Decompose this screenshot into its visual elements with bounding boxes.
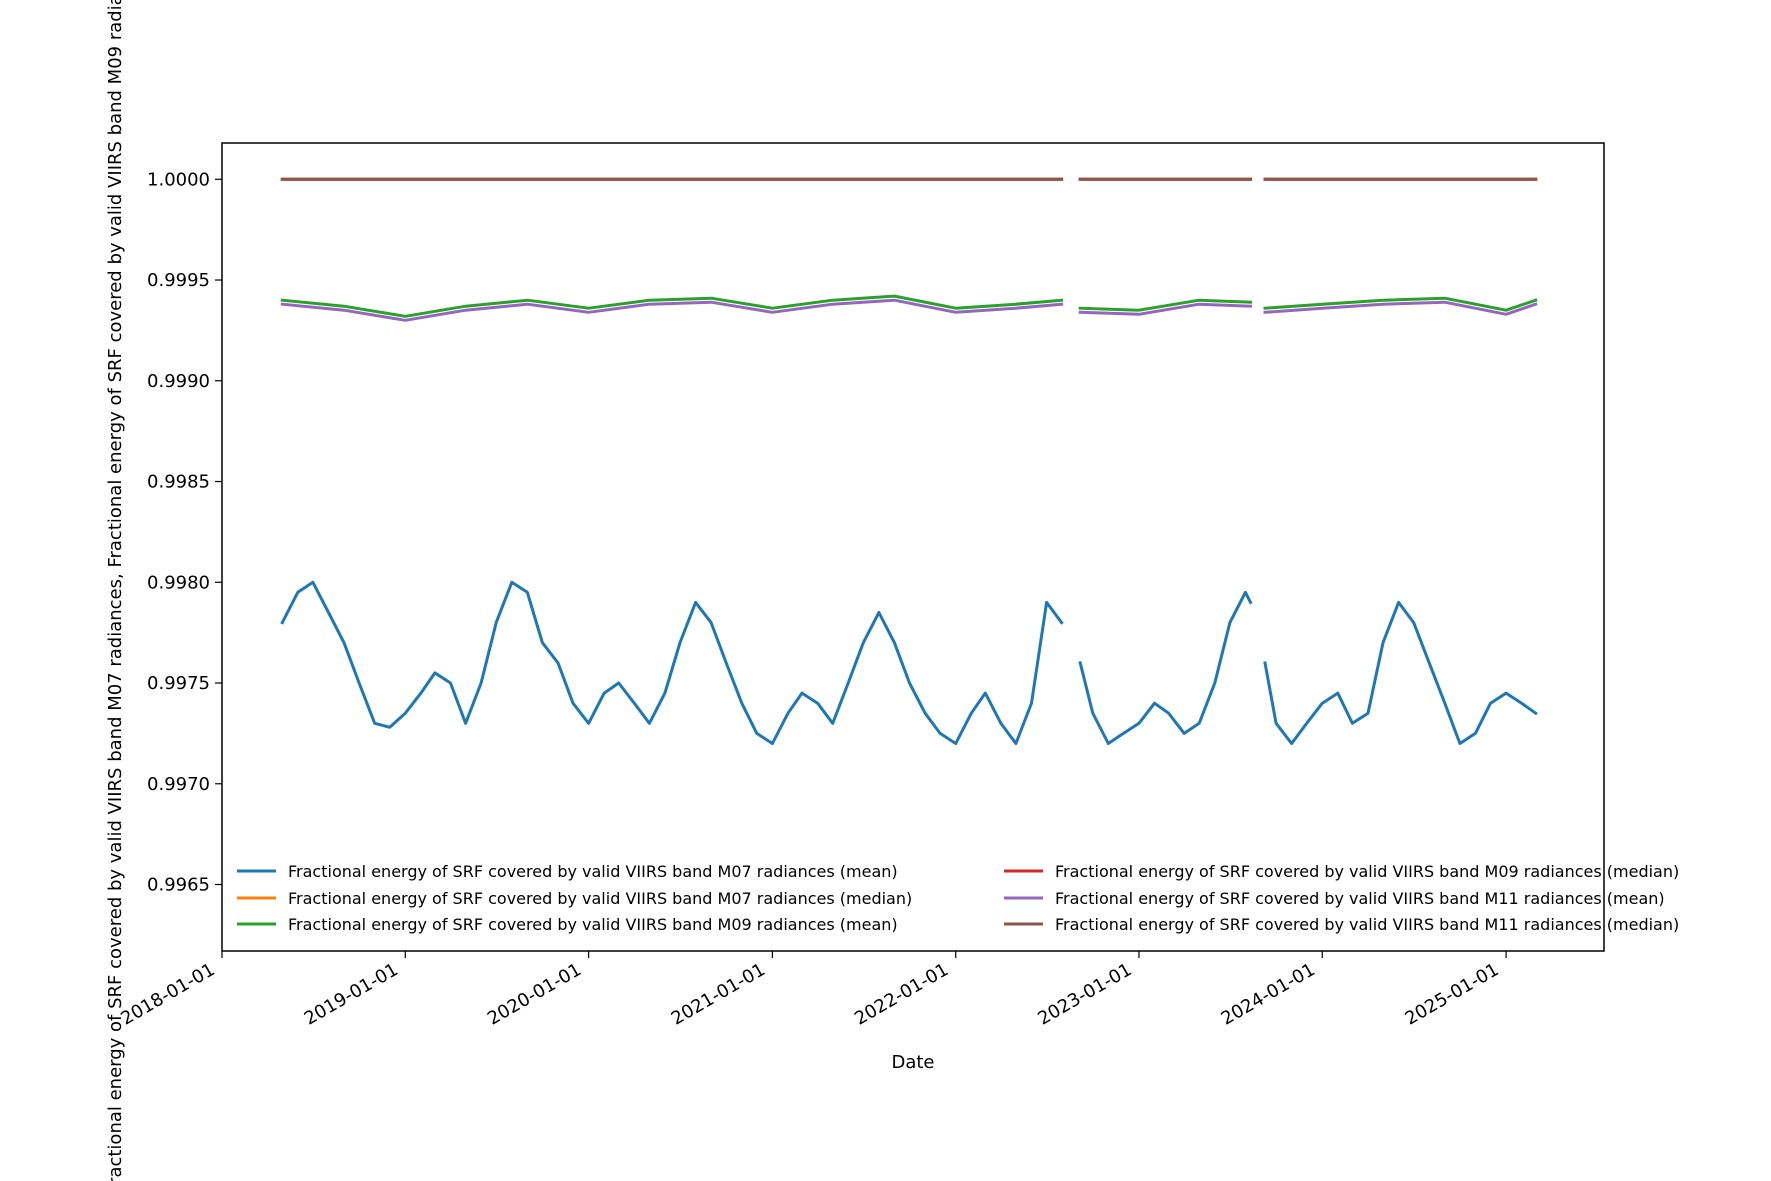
series-line-5-segment-1 bbox=[280, 298, 1064, 322]
series-line-1-segment-2 bbox=[1078, 590, 1253, 745]
legend-label-6: Fractional energy of SRF covered by vali… bbox=[1055, 915, 1679, 934]
y-tick-label: 0.9970 bbox=[147, 774, 210, 795]
y-tick-label: 0.9985 bbox=[147, 472, 210, 493]
legend-label-2: Fractional energy of SRF covered by vali… bbox=[288, 889, 912, 908]
y-tick-label: 0.9975 bbox=[147, 673, 210, 694]
series-line-1-segment-3 bbox=[1263, 600, 1538, 745]
series-line-1-segment-1 bbox=[280, 580, 1064, 745]
legend-label-4: Fractional energy of SRF covered by vali… bbox=[1055, 862, 1679, 881]
x-axis-label: Date bbox=[891, 1052, 934, 1073]
series-line-5-segment-2 bbox=[1078, 302, 1253, 316]
plot-frame bbox=[221, 142, 1605, 952]
legend-label-1: Fractional energy of SRF covered by vali… bbox=[288, 862, 898, 881]
y-axis-label: Fractional energy of SRF covered by vali… bbox=[105, 0, 126, 1181]
series-line-3-segment-1 bbox=[280, 294, 1064, 318]
series-line-3-segment-2 bbox=[1078, 298, 1253, 312]
y-tick-label: 0.9990 bbox=[147, 371, 210, 392]
series-layer bbox=[280, 177, 1538, 745]
series-line-5-segment-3 bbox=[1263, 300, 1538, 316]
y-axis: 0.9965 0.9970 0.9975 0.9980 0.9985 0.9990 0.99… bbox=[147, 169, 222, 896]
legend-label-5: Fractional energy of SRF covered by vali… bbox=[1055, 889, 1665, 908]
y-tick-label: 1.0000 bbox=[147, 169, 210, 190]
y-tick-label: 0.9980 bbox=[147, 572, 210, 593]
y-tick-label: 0.9995 bbox=[147, 270, 210, 291]
series-line-3-segment-3 bbox=[1263, 296, 1538, 312]
legend: Fractional energy of SRF covered by vali… bbox=[237, 862, 1679, 934]
legend-label-3: Fractional energy of SRF covered by vali… bbox=[288, 915, 898, 934]
y-tick-label: 0.9965 bbox=[147, 875, 210, 896]
